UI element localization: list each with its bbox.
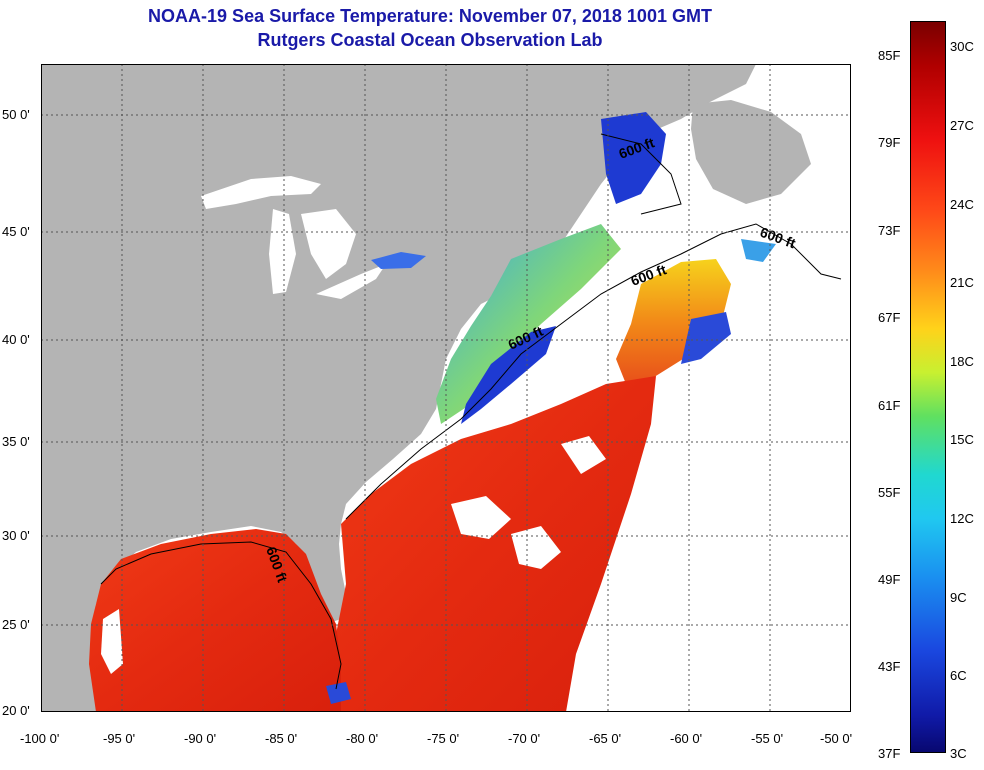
colorbar-f-label: 37F bbox=[878, 746, 901, 761]
land-newfoundland bbox=[691, 100, 811, 204]
colorbar-c-label: 27C bbox=[950, 118, 974, 133]
colorbar-f-label: 55F bbox=[878, 485, 901, 500]
colorbar-c-label: 30C bbox=[950, 39, 974, 54]
bahamas-shallows-sst bbox=[326, 682, 351, 704]
depth-contour-600ft bbox=[345, 223, 842, 520]
scotian-shelf-sst bbox=[741, 239, 776, 262]
colorbar-f-label: 85F bbox=[878, 48, 901, 63]
lon-tick-label: -65 0' bbox=[589, 731, 622, 746]
lon-tick-label: -60 0' bbox=[670, 731, 703, 746]
sst-map: 600 ft 600 ft 600 ft 600 ft 600 ft bbox=[41, 64, 851, 712]
lat-tick-label: 35 0' bbox=[2, 434, 30, 449]
colorbar-c-label: 21C bbox=[950, 275, 974, 290]
colorbar-f-label: 61F bbox=[878, 398, 901, 413]
colorbar-f-label: 79F bbox=[878, 135, 901, 150]
lon-tick-label: -70 0' bbox=[508, 731, 541, 746]
colorbar bbox=[910, 21, 946, 753]
gulf-st-lawrence-sst bbox=[601, 112, 666, 204]
cloud-patch bbox=[511, 526, 561, 569]
map-border bbox=[41, 64, 851, 712]
lat-tick-label: 25 0' bbox=[2, 617, 30, 632]
colorbar-c-label: 9C bbox=[950, 590, 967, 605]
colorbar-c-label: 3C bbox=[950, 746, 967, 761]
shelf-waters-sst bbox=[436, 224, 621, 424]
colorbar-c-label: 6C bbox=[950, 668, 967, 683]
gulf-of-mexico-sst bbox=[89, 529, 341, 712]
lat-tick-label: 30 0' bbox=[2, 528, 30, 543]
map-subtitle: Rutgers Coastal Ocean Observation Lab bbox=[257, 30, 603, 50]
cloud-patch bbox=[561, 436, 606, 474]
slope-water-sst bbox=[616, 259, 731, 384]
lat-tick-label: 40 0' bbox=[2, 332, 30, 347]
colorbar-c-label: 18C bbox=[950, 354, 974, 369]
lon-tick-label: -55 0' bbox=[751, 731, 784, 746]
colorbar-c-label: 24C bbox=[950, 197, 974, 212]
lon-tick-label: -95 0' bbox=[103, 731, 136, 746]
graticule bbox=[41, 64, 851, 712]
lake-huron bbox=[301, 209, 356, 279]
depth-contour-600ft bbox=[600, 133, 682, 215]
lon-tick-label: -85 0' bbox=[265, 731, 298, 746]
lon-tick-label: -50 0' bbox=[820, 731, 853, 746]
lake-superior bbox=[201, 176, 321, 209]
lon-tick-label: -100 0' bbox=[20, 731, 60, 746]
lat-tick-label: 20 0' bbox=[2, 703, 30, 718]
land-north-america bbox=[41, 64, 756, 712]
lat-tick-label: 45 0' bbox=[2, 224, 30, 239]
lon-tick-label: -80 0' bbox=[346, 731, 379, 746]
lon-tick-label: -75 0' bbox=[427, 731, 460, 746]
slope-cold-filament bbox=[681, 312, 731, 364]
shelf-edge-sst bbox=[461, 326, 556, 424]
colorbar-c-label: 15C bbox=[950, 432, 974, 447]
lake-ontario bbox=[371, 252, 426, 269]
colorbar-f-label: 43F bbox=[878, 659, 901, 674]
cloud-patch bbox=[451, 496, 511, 539]
lake-michigan bbox=[269, 209, 296, 294]
lake-erie bbox=[316, 264, 386, 299]
colorbar-f-label: 49F bbox=[878, 572, 901, 587]
depth-contour-600ft bbox=[100, 541, 342, 690]
colorbar-f-label: 67F bbox=[878, 310, 901, 325]
map-title: NOAA-19 Sea Surface Temperature: Novembe… bbox=[148, 6, 712, 26]
colorbar-f-label: 73F bbox=[878, 223, 901, 238]
lon-tick-label: -90 0' bbox=[184, 731, 217, 746]
colorbar-c-label: 12C bbox=[950, 511, 974, 526]
lat-tick-label: 50 0' bbox=[2, 107, 30, 122]
